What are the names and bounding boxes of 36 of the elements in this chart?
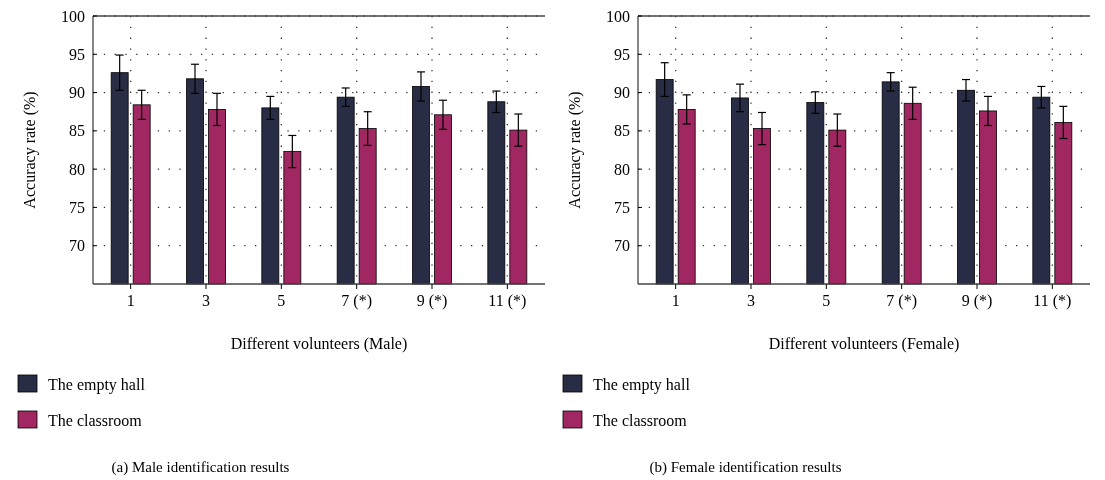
x-tick-label: 7 (*) — [341, 292, 372, 310]
y-tick-label: 75 — [613, 199, 630, 217]
x-tick-label: 1 — [671, 292, 680, 309]
y-tick-label: 95 — [613, 45, 630, 63]
y-tick-label: 95 — [69, 45, 85, 63]
x-tick-label: 3 — [746, 292, 755, 309]
x-axis-title: Different volunteers (Female) — [768, 335, 959, 353]
y-axis-title: Accuracy rate (%) — [565, 91, 584, 209]
y-tick-label: 100 — [61, 7, 85, 25]
y-tick-label: 70 — [613, 237, 630, 255]
y-tick-label: 80 — [69, 160, 85, 178]
x-tick-label: 9 (*) — [416, 292, 448, 310]
x-tick-label: 11 (*) — [1032, 292, 1071, 310]
y-tick-label: 75 — [69, 199, 85, 217]
legend-label: The empty hall — [592, 375, 690, 394]
x-tick-label: 1 — [126, 292, 135, 309]
text: (a) Male identification results — [111, 459, 290, 476]
y-tick-label: 70 — [69, 237, 85, 255]
x-tick-label: 3 — [202, 292, 210, 309]
y-tick-label: 85 — [613, 122, 630, 140]
x-axis-title: Different volunteers (Male) — [230, 335, 408, 353]
x-tick-label: 7 (*) — [885, 292, 917, 310]
legend-label: The classroom — [48, 411, 143, 429]
y-tick-label: 100 — [605, 7, 630, 25]
x-tick-label: 11 (*) — [488, 292, 527, 310]
y-tick-label: 90 — [613, 84, 630, 102]
legend-label: The classroom — [592, 411, 687, 429]
y-tick-label: 85 — [69, 122, 85, 140]
legend-label: The empty hall — [48, 375, 146, 394]
y-axis-title: Accuracy rate (%) — [21, 91, 39, 209]
text: (b) Female identification results — [648, 459, 842, 476]
y-tick-label: 90 — [69, 84, 85, 102]
x-tick-label: 5 — [821, 292, 830, 309]
y-tick-label: 80 — [613, 160, 630, 178]
x-tick-label: 5 — [277, 292, 286, 309]
x-tick-label: 9 (*) — [961, 292, 992, 310]
